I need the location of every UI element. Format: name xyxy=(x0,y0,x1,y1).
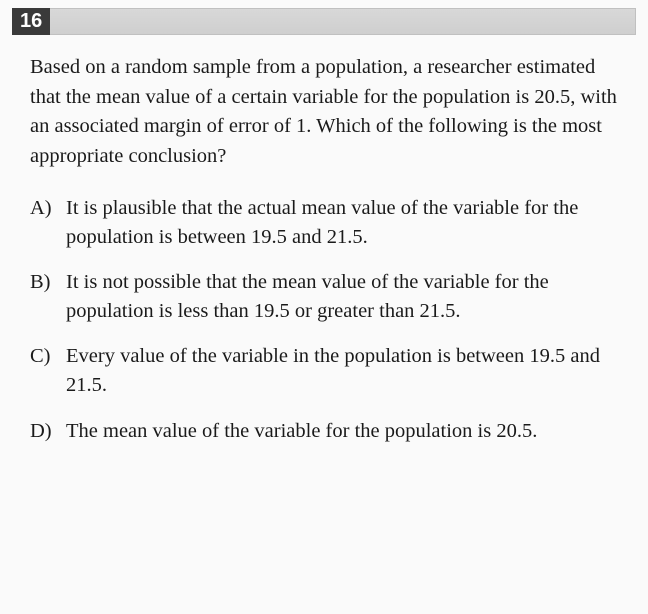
choice-text: The mean value of the variable for the p… xyxy=(66,417,618,446)
choice-letter: C) xyxy=(30,342,66,400)
question-stem: Based on a random sample from a populati… xyxy=(30,53,618,172)
answer-choices: A) It is plausible that the actual mean … xyxy=(30,194,618,446)
choice-letter: B) xyxy=(30,268,66,326)
choice-b: B) It is not possible that the mean valu… xyxy=(30,268,618,326)
choice-letter: A) xyxy=(30,194,66,252)
question-header: 16 xyxy=(12,8,636,35)
choice-letter: D) xyxy=(30,417,66,446)
choice-a: A) It is plausible that the actual mean … xyxy=(30,194,618,252)
question-body: Based on a random sample from a populati… xyxy=(12,53,636,446)
choice-text: It is plausible that the actual mean val… xyxy=(66,194,618,252)
choice-d: D) The mean value of the variable for th… xyxy=(30,417,618,446)
choice-text: Every value of the variable in the popul… xyxy=(66,342,618,400)
header-bar xyxy=(50,8,636,35)
choice-text: It is not possible that the mean value o… xyxy=(66,268,618,326)
choice-c: C) Every value of the variable in the po… xyxy=(30,342,618,400)
question-number: 16 xyxy=(12,8,50,35)
